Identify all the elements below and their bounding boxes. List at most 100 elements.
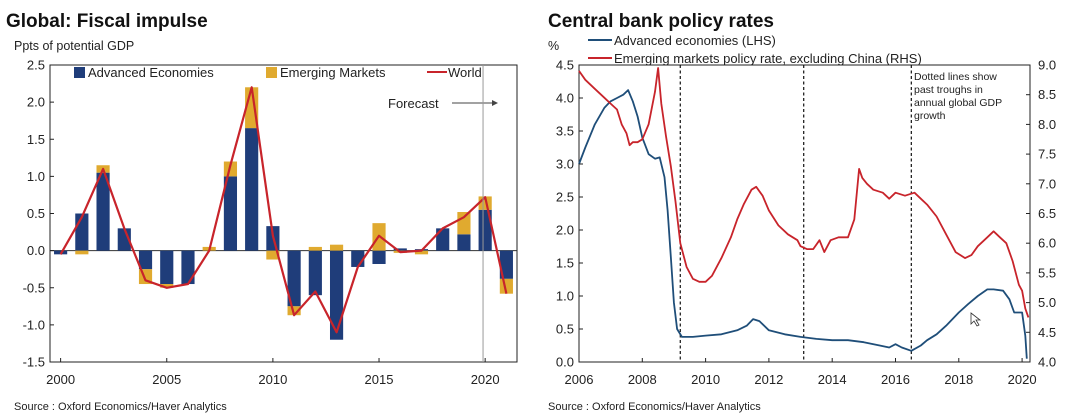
forecast-label: Forecast — [388, 96, 439, 111]
emerging-markets-line — [578, 67, 1030, 318]
legend-label-emerging: Emerging markets policy rate, excluding … — [614, 51, 922, 66]
right-y-tick-label: 4.0 — [1038, 355, 1056, 370]
bar-advanced-2013 — [329, 250, 344, 340]
plot-area — [578, 64, 1031, 363]
left-y-tick-label: 2.5 — [556, 190, 574, 205]
right-y-tick-label: 8.0 — [1038, 117, 1056, 132]
bar-emerging-2001 — [75, 250, 89, 255]
dotted-lines-annotation: Dotted lines show past troughs in annual… — [914, 71, 1002, 122]
bar-emerging-2005 — [160, 284, 174, 288]
x-tick-label: 2008 — [628, 372, 657, 387]
y-axis-ticks: 2.5 2.0 1.5 1.0 0.5 0.0 -0.5 -1.0 -1.5 — [23, 58, 54, 370]
forecast-marker: Forecast — [388, 65, 498, 362]
trough-dotted-lines — [679, 65, 912, 362]
source-note: Source : Oxford Economics/Haver Analytic… — [14, 401, 227, 413]
right-y-tick-label: 7.0 — [1038, 176, 1056, 191]
bar-advanced-2004 — [138, 250, 153, 270]
source-note: Source : Oxford Economics/Haver Analytic… — [548, 401, 761, 413]
x-tick-label: 2010 — [691, 372, 720, 387]
x-tick-label: 2010 — [258, 372, 287, 387]
world-line-series — [59, 86, 508, 334]
x-tick-label: 2018 — [944, 372, 973, 387]
y-tick-label: -1.0 — [23, 317, 45, 332]
bar-advanced-2006 — [181, 250, 195, 285]
left-y-tick-label: 4.0 — [556, 91, 574, 106]
left-y-tick-label: 4.5 — [556, 58, 574, 73]
x-tick-label: 2020 — [1008, 372, 1037, 387]
policy-rates-chart: Central bank policy rates % 4.5 4.0 3.5 3.0… — [548, 11, 1056, 413]
y-tick-label: 2.0 — [27, 95, 45, 110]
line-series — [578, 67, 1030, 359]
x-tick-label: 2020 — [471, 372, 500, 387]
x-tick-label: 2006 — [565, 372, 594, 387]
legend: Advanced economies (LHS) Emerging market… — [588, 33, 922, 66]
left-axis-label: % — [548, 39, 559, 53]
bar-advanced-2016 — [393, 248, 407, 251]
y-axis-label: Ppts of potential GDP — [14, 39, 134, 53]
legend-swatch-advanced — [74, 67, 85, 78]
bar-advanced-2019 — [457, 234, 471, 251]
x-tick-label: 2015 — [365, 372, 394, 387]
left-y-tick-label: 3.0 — [556, 157, 574, 172]
legend-label-world: World — [448, 65, 482, 80]
world-line — [59, 86, 508, 334]
chart-title: Central bank policy rates — [548, 11, 774, 32]
left-y-tick-label: 1.5 — [556, 256, 574, 271]
y-tick-label: 0.5 — [27, 206, 45, 221]
bar-emerging-2010 — [266, 250, 280, 260]
right-y-tick-label: 8.5 — [1038, 87, 1056, 102]
y-tick-label: 2.5 — [27, 58, 45, 73]
right-y-tick-label: 5.5 — [1038, 265, 1056, 280]
right-y-tick-label: 9.0 — [1038, 58, 1056, 73]
fiscal-impulse-chart: Global: Fiscal impulse Ppts of potential… — [6, 11, 518, 413]
bar-emerging-2019 — [457, 212, 471, 235]
annotation-line-4: growth — [914, 110, 946, 122]
bar-advanced-2005 — [160, 250, 174, 285]
x-tick-label: 2005 — [152, 372, 181, 387]
x-tick-label: 2014 — [818, 372, 847, 387]
left-y-tick-label: 2.0 — [556, 223, 574, 238]
legend-label-advanced: Advanced Economies — [88, 65, 214, 80]
left-y-tick-label: 0.0 — [556, 355, 574, 370]
bar-advanced-2008 — [223, 176, 238, 251]
bar-emerging-2017 — [414, 250, 429, 255]
bar-emerging-2011 — [287, 306, 301, 316]
bar-advanced-2002 — [96, 172, 110, 251]
legend-label-advanced: Advanced economies (LHS) — [614, 33, 776, 48]
left-y-tick-label: 1.0 — [556, 289, 574, 304]
x-axis-ticks: 2006 2008 2010 2012 2014 2016 2018 2020 — [565, 358, 1037, 387]
bar-emerging-2012 — [308, 246, 322, 251]
x-axis-ticks: 2000 2005 2010 2015 2020 — [46, 358, 500, 387]
left-y-tick-label: 3.5 — [556, 124, 574, 139]
right-y-tick-label: 7.5 — [1038, 147, 1056, 162]
x-tick-label: 2012 — [754, 372, 783, 387]
annotation-line-3: annual global GDP — [914, 97, 1002, 109]
legend-label-emerging: Emerging Markets — [280, 65, 386, 80]
plot-frame — [578, 64, 1031, 363]
right-y-tick-label: 5.0 — [1038, 295, 1056, 310]
x-tick-label: 2000 — [46, 372, 75, 387]
bar-advanced-2020 — [478, 209, 492, 251]
left-y-axis-ticks: 4.5 4.0 3.5 3.0 2.5 2.0 1.5 1.0 0.5 0.0 — [556, 58, 583, 370]
right-y-tick-label: 6.5 — [1038, 206, 1056, 221]
forecast-arrow-head — [492, 100, 498, 106]
y-tick-label: -1.5 — [23, 355, 45, 370]
right-y-tick-label: 4.5 — [1038, 325, 1056, 340]
bar-advanced-2011 — [287, 250, 301, 307]
bar-advanced-2009 — [245, 128, 259, 251]
y-tick-label: 1.5 — [27, 132, 45, 147]
x-tick-label: 2016 — [881, 372, 910, 387]
mouse-cursor-icon — [970, 312, 982, 327]
annotation-line-2: past troughs in — [914, 84, 983, 96]
y-tick-label: -0.5 — [23, 280, 45, 295]
legend-swatch-emerging — [266, 67, 277, 78]
bar-advanced-2015 — [372, 250, 386, 264]
right-y-axis-ticks: 9.0 8.5 8.0 7.5 7.0 6.5 6.0 5.5 5.0 4.5 4.0 — [1026, 58, 1056, 370]
chart-title: Global: Fiscal impulse — [6, 11, 208, 32]
bar-emerging-2013 — [329, 244, 344, 251]
annotation-line-1: Dotted lines show — [914, 71, 997, 83]
advanced-economies-line — [578, 89, 1028, 359]
right-y-tick-label: 6.0 — [1038, 236, 1056, 251]
bar-advanced-2012 — [308, 250, 322, 296]
